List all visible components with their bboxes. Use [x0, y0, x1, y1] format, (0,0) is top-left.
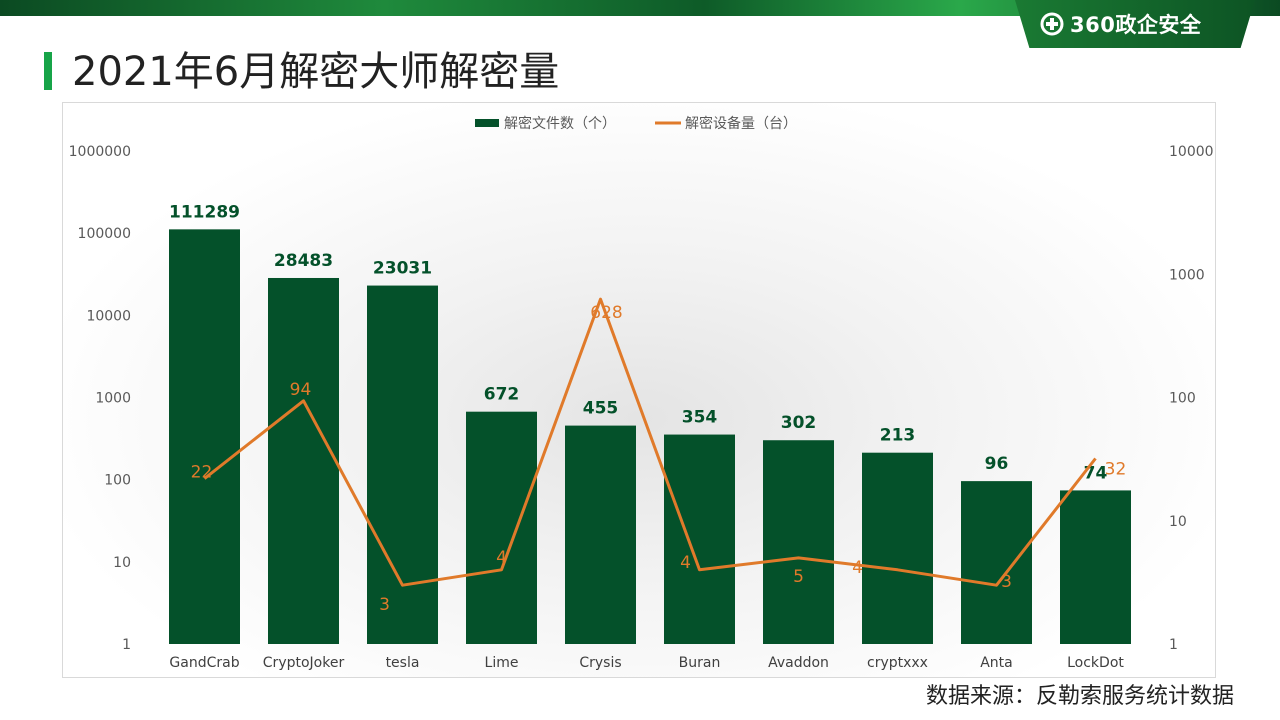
y-right-tick-label: 1: [1169, 637, 1178, 653]
brand-logo: 360政企安全: [1040, 9, 1201, 39]
line-value-label: 32: [1105, 459, 1127, 479]
bar: [565, 425, 636, 644]
x-category-label: cryptxxx: [867, 655, 928, 671]
top-decor-band: [0, 0, 1280, 16]
bar: [763, 440, 834, 644]
line-value-label: 5: [793, 567, 804, 587]
legend-line-label: 解密设备量（台）: [685, 115, 797, 132]
brand-name: 360政企安全: [1070, 13, 1202, 37]
y-left-tick-label: 1000000: [69, 144, 131, 160]
bar: [1060, 490, 1131, 644]
line-value-label: 3: [1001, 572, 1012, 592]
line-value-label: 22: [191, 463, 213, 483]
bar: [169, 229, 240, 644]
plus-circle-icon: [1040, 12, 1064, 36]
legend-bar-swatch: [475, 119, 499, 127]
bar: [664, 434, 735, 644]
x-category-label: Buran: [679, 655, 721, 671]
y-right-tick-label: 10: [1169, 514, 1187, 530]
y-left-tick-label: 1: [122, 637, 131, 653]
line-value-label: 4: [496, 548, 507, 568]
source-note: 数据来源：反勒索服务统计数据: [925, 684, 1234, 709]
y-left-tick-label: 10000: [86, 308, 131, 324]
chart: 解密文件数（个） 解密设备量（台） 1 10 100 1000 10000 100000 100…: [69, 115, 1214, 671]
title-accent-bar: [44, 52, 52, 90]
line-value-label: 94: [290, 380, 312, 400]
bar-value-label: 213: [880, 426, 916, 446]
x-category-label: Anta: [980, 655, 1013, 671]
bar-value-label: 111289: [169, 202, 240, 222]
bar-value-label: 354: [682, 408, 718, 428]
chart-frame: 解密文件数（个） 解密设备量（台） 1 10 100 1000 10000 100000 100…: [62, 102, 1216, 678]
page-title: 2021年6月解密大师解密量: [72, 49, 560, 95]
y-right-tick-label: 1000: [1169, 267, 1205, 283]
x-category-label: CryptoJoker: [263, 655, 345, 671]
x-category-label: LockDot: [1067, 655, 1124, 671]
line-value-label: 628: [590, 303, 622, 323]
bar: [862, 452, 933, 644]
y-left-tick-label: 100: [104, 473, 131, 489]
y-left-tick-label: 100000: [78, 226, 131, 242]
y-left-tick-label: 1000: [95, 391, 131, 407]
bar: [466, 411, 537, 644]
bar-value-label: 302: [781, 413, 817, 433]
x-category-label: Lime: [485, 655, 519, 671]
bar: [367, 285, 438, 644]
x-category-label: GandCrab: [169, 655, 239, 671]
line-value-label: 4: [852, 558, 863, 578]
bar-value-label: 96: [985, 454, 1009, 474]
legend-bar-label: 解密文件数（个）: [504, 115, 616, 132]
y-left-tick-label: 10: [113, 555, 131, 571]
y-right-tick-label: 10000: [1169, 144, 1214, 160]
bar-value-label: 28483: [274, 251, 333, 271]
x-category-label: tesla: [386, 655, 420, 671]
bar-value-label: 455: [583, 399, 619, 419]
x-category-label: Avaddon: [768, 655, 829, 671]
bar: [961, 481, 1032, 644]
line-value-label: 4: [680, 553, 691, 573]
y-right-tick-label: 100: [1169, 391, 1196, 407]
bar-value-label: 23031: [373, 259, 432, 279]
bar: [268, 277, 339, 644]
line-value-label: 3: [379, 595, 390, 615]
x-category-label: Crysis: [579, 655, 621, 671]
bar-value-label: 672: [484, 385, 520, 405]
line-series-path: [203, 297, 1097, 587]
